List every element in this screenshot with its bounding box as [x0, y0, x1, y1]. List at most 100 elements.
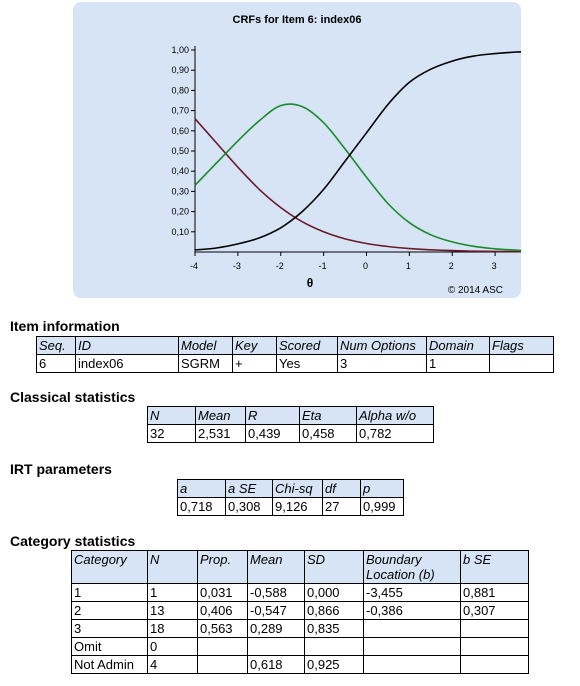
table-cell: [460, 619, 529, 638]
table-cell: 0,618: [247, 655, 305, 674]
header-cell: Eta: [299, 406, 357, 425]
table-row: 6 index06 SGRM + Yes 3 1: [36, 354, 554, 373]
y-tick-label: 0,70: [171, 106, 189, 116]
table-cell: -0,588: [247, 583, 305, 602]
x-axis-label: θ: [307, 276, 314, 290]
table-cell: 3: [337, 354, 427, 373]
table-row: Omit 0: [71, 637, 529, 656]
table-cell: 0,563: [197, 619, 248, 638]
table-cell: 0: [147, 637, 198, 656]
x-tick-label: 1: [406, 261, 411, 271]
table-cell: 4: [147, 655, 198, 674]
table-cell: 1: [147, 583, 198, 602]
header-cell: N: [147, 550, 198, 584]
header-row: Seq. ID Model Key Scored Num Options Domain Fla…: [36, 336, 554, 355]
header-cell: Mean: [195, 406, 246, 425]
item-information-table: Seq. ID Model Key Scored Num Options Domain Fla…: [36, 336, 554, 373]
header-row: Category N Prop. Mean SD Boundary Location (b…: [71, 550, 529, 584]
table-cell: [304, 637, 364, 656]
header-cell: Prop.: [197, 550, 248, 584]
table-cell: [363, 619, 461, 638]
header-cell: Scored: [276, 336, 338, 355]
table-cell: +: [232, 354, 277, 373]
table-cell: 0,308: [225, 497, 273, 516]
y-tick-label: 0,90: [171, 65, 189, 75]
table-cell: 0,307: [460, 601, 529, 620]
table-cell: -0,547: [247, 601, 305, 620]
table-row: 0,718 0,308 9,126 27 0,999: [177, 497, 404, 516]
header-cell: R: [245, 406, 300, 425]
table-cell: [197, 637, 248, 656]
table-cell: [489, 354, 554, 373]
table-cell: -0,386: [363, 601, 461, 620]
header-cell: Mean: [247, 550, 305, 584]
header-cell: Seq.: [36, 336, 76, 355]
series-line-3: [194, 50, 521, 251]
chart-panel: CRFs for Item 6: index06 0,10 0,20 0,30 0,40…: [73, 2, 521, 298]
table-row: 3 18 0,563 0,289 0,835: [71, 619, 529, 638]
table-cell: Omit: [71, 637, 148, 656]
table-cell: 0,925: [304, 655, 364, 674]
table-cell: 0,835: [304, 619, 364, 638]
y-tick-label: 0,30: [171, 186, 189, 196]
table-cell: SGRM: [178, 354, 233, 373]
x-tick-label: 2: [449, 261, 454, 271]
header-cell: Flags: [489, 336, 554, 355]
table-cell: 0,881: [460, 583, 529, 602]
table-cell: 0,406: [197, 601, 248, 620]
table-cell: 0,999: [360, 497, 404, 516]
table-cell: 32: [147, 424, 196, 443]
header-cell: ID: [75, 336, 179, 355]
table-cell: 1: [71, 583, 148, 602]
table-cell: 3: [71, 619, 148, 638]
table-cell: [247, 637, 305, 656]
table-cell: 9,126: [272, 497, 323, 516]
header-cell: Model: [178, 336, 233, 355]
table-cell: 0,866: [304, 601, 364, 620]
x-tick-label: -3: [233, 261, 241, 271]
header-row: N Mean R Eta Alpha w/o: [147, 406, 434, 425]
table-cell: 18: [147, 619, 198, 638]
table-cell: 0,289: [247, 619, 305, 638]
header-cell: Boundary Location (b): [363, 550, 461, 584]
header-cell: Chi-sq: [272, 479, 323, 498]
table-cell: 0,782: [356, 424, 434, 443]
table-cell: 0,458: [299, 424, 357, 443]
header-cell: b SE: [460, 550, 529, 584]
header-cell: a: [177, 479, 226, 498]
table-cell: [363, 637, 461, 656]
table-cell: 0,031: [197, 583, 248, 602]
table-cell: 27: [322, 497, 361, 516]
x-tick-label: 0: [363, 261, 368, 271]
classical-statistics-title: Classical statistics: [10, 389, 136, 405]
table-cell: [460, 637, 529, 656]
table-cell: 0,718: [177, 497, 226, 516]
x-tick-label: -2: [276, 261, 284, 271]
category-statistics-title: Category statistics: [10, 533, 136, 549]
table-row: 2 13 0,406 -0,547 0,866 -0,386 0,307: [71, 601, 529, 620]
table-cell: 13: [147, 601, 198, 620]
table-row: 1 1 0,031 -0,588 0,000 -3,455 0,881: [71, 583, 529, 602]
table-cell: -3,455: [363, 583, 461, 602]
y-tick-label: 1,00: [171, 45, 189, 55]
crf-chart: CRFs for Item 6: index06 0,10 0,20 0,30 0,40…: [171, 14, 521, 296]
series-line-2: [194, 103, 521, 252]
y-tick-label: 0,50: [171, 146, 189, 156]
y-tick-label: 0,80: [171, 85, 189, 95]
header-cell: Category: [71, 550, 148, 584]
x-tick-label: -4: [190, 261, 198, 271]
table-row: Not Admin 4 0,618 0,925: [71, 655, 529, 674]
table-cell: 6: [36, 354, 76, 373]
irt-parameters-title: IRT parameters: [10, 461, 112, 477]
header-cell: Key: [232, 336, 277, 355]
x-tick-label: -1: [319, 261, 327, 271]
header-cell: Alpha w/o: [356, 406, 434, 425]
table-cell: 0,000: [304, 583, 364, 602]
table-cell: 2,531: [195, 424, 246, 443]
y-tick-label: 0,10: [171, 227, 189, 237]
table-cell: Not Admin: [71, 655, 148, 674]
chart-title: CRFs for Item 6: index06: [233, 14, 362, 26]
item-information-title: Item information: [10, 318, 120, 334]
